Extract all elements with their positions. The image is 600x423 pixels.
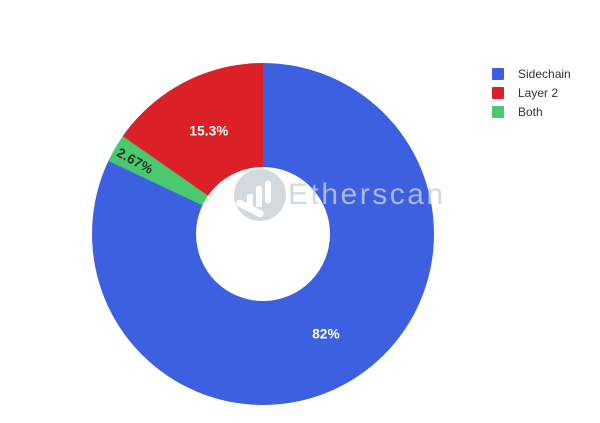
legend-label-layer2: Layer 2 <box>518 85 559 100</box>
legend-swatch-layer2 <box>492 86 504 99</box>
chart-legend: Sidechain Layer 2 Both <box>492 64 571 121</box>
legend-swatch-sidechain <box>492 67 504 80</box>
legend-item-both[interactable]: Both <box>492 102 571 121</box>
slice-label-sidechain: 82% <box>312 326 340 342</box>
legend-label-sidechain: Sidechain <box>518 66 571 81</box>
legend-item-sidechain[interactable]: Sidechain <box>492 64 571 83</box>
legend-swatch-both <box>492 105 504 118</box>
slice-label-layer2: 15.3% <box>189 123 229 139</box>
legend-item-layer2[interactable]: Layer 2 <box>492 83 571 102</box>
etherscan-logo-icon <box>234 169 286 221</box>
legend-label-both: Both <box>518 104 543 119</box>
watermark-text: Etherscan <box>288 178 446 211</box>
